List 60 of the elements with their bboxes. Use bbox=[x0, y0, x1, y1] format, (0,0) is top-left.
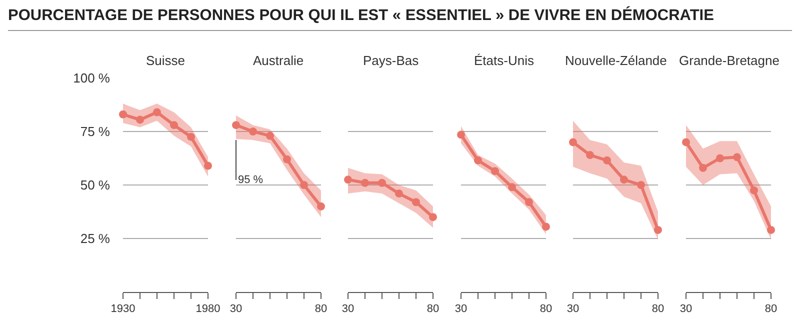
point bbox=[525, 198, 533, 206]
point bbox=[300, 181, 308, 189]
point bbox=[491, 167, 499, 176]
point bbox=[569, 138, 577, 146]
point bbox=[620, 176, 628, 184]
y-tick-label: 100 % bbox=[73, 70, 110, 86]
chart-title: Grande-Bretagne bbox=[679, 53, 780, 68]
x-tick-label: 80 bbox=[426, 303, 440, 316]
point bbox=[637, 181, 645, 189]
x-tick-label: 80 bbox=[764, 303, 778, 316]
point bbox=[412, 198, 420, 206]
point bbox=[249, 128, 257, 136]
point bbox=[344, 176, 352, 184]
point bbox=[361, 178, 369, 187]
point bbox=[750, 186, 758, 194]
point bbox=[119, 110, 127, 118]
point bbox=[317, 202, 325, 210]
x-tick-label: 30 bbox=[342, 303, 354, 316]
y-tick-label: 50 % bbox=[80, 178, 110, 193]
point bbox=[204, 162, 212, 170]
x-tick-label: 1930 bbox=[110, 303, 136, 316]
y-tick-label: 75 % bbox=[80, 124, 110, 140]
x-tick-label: 30 bbox=[680, 303, 692, 316]
point bbox=[232, 121, 240, 130]
point bbox=[508, 183, 516, 192]
chart-title: Nouvelle-Zélande bbox=[565, 53, 667, 68]
point bbox=[654, 226, 662, 234]
chart-title: États-Unis bbox=[474, 53, 534, 68]
x-tick-label: 30 bbox=[566, 303, 580, 316]
point bbox=[716, 154, 724, 162]
chart-title: Pays-Bas bbox=[363, 53, 420, 68]
annotation: 95 % bbox=[238, 174, 264, 186]
x-tick-label: 80 bbox=[540, 303, 552, 316]
point bbox=[266, 132, 274, 140]
point bbox=[682, 138, 690, 146]
text: POURCENTAGE DE PERSONNES POUR QUI IL EST « ESSENTIEL » DE VIVRE EN DÉMOCRATIE bbox=[8, 7, 792, 31]
point bbox=[767, 226, 775, 234]
point bbox=[733, 153, 741, 162]
chart-title: Australie bbox=[253, 53, 304, 68]
point bbox=[136, 116, 144, 124]
point bbox=[699, 164, 707, 172]
y-tick-label: 25 % bbox=[80, 231, 110, 246]
point bbox=[603, 156, 611, 164]
point bbox=[457, 130, 465, 139]
point bbox=[170, 121, 178, 130]
x-tick-label: 80 bbox=[314, 303, 328, 316]
x-tick-label: 30 bbox=[454, 303, 468, 316]
point bbox=[474, 156, 482, 164]
x-tick-label: 30 bbox=[230, 303, 242, 316]
point bbox=[187, 132, 195, 141]
x-tick-label: 1980 bbox=[196, 303, 220, 316]
x-tick-label: 80 bbox=[652, 303, 664, 316]
point bbox=[429, 213, 437, 222]
point bbox=[586, 151, 594, 160]
point bbox=[283, 155, 291, 164]
point bbox=[378, 178, 386, 187]
point bbox=[542, 222, 550, 231]
point bbox=[153, 108, 161, 116]
chart-title: Suisse bbox=[146, 53, 186, 68]
point bbox=[395, 190, 403, 198]
